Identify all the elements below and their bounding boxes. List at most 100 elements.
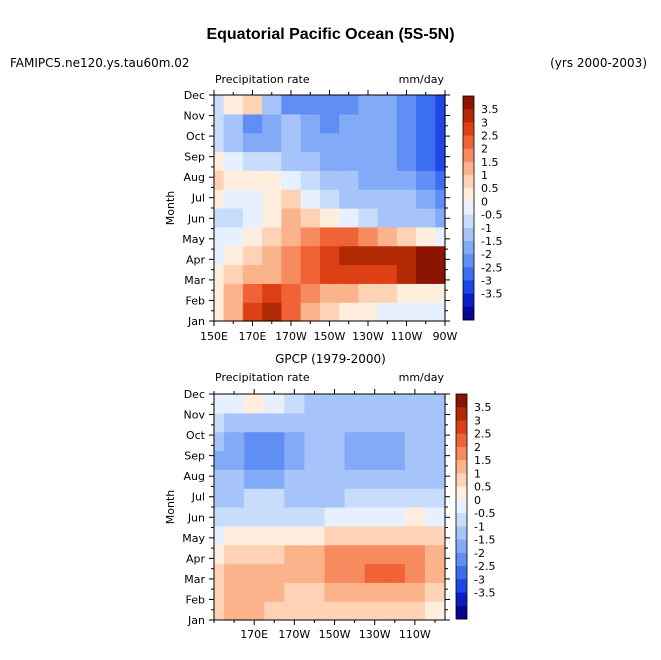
heatmap-cell	[223, 283, 244, 303]
colorbar-tick-label: -1.5	[481, 235, 502, 248]
heatmap-cell	[300, 302, 321, 322]
heatmap-cell	[214, 283, 225, 303]
colorbar-tick-label: 1	[481, 169, 488, 182]
heatmap-cell	[214, 469, 225, 489]
colorbar-tick-label: -3	[481, 274, 492, 287]
colorbar-swatch	[456, 513, 467, 527]
colorbar: 3.532.521.510.50-0.5-1-1.5-2-2.5-3-3.5	[455, 393, 495, 620]
chart-title: Equatorial Pacific Ocean (5S-5N)	[206, 26, 455, 43]
heatmap-cell	[404, 601, 426, 621]
heatmap-cell	[396, 95, 417, 115]
heatmap-cell	[344, 488, 366, 508]
heatmap-cell	[416, 302, 436, 322]
heatmap-cell	[284, 601, 305, 621]
heatmap-cell	[435, 95, 446, 115]
month-tick-label: Mar	[184, 573, 205, 586]
heatmap-cell	[396, 170, 417, 190]
heatmap-cell	[281, 151, 302, 171]
colorbar-swatch	[463, 201, 474, 215]
heatmap-cell	[242, 113, 263, 134]
colorbar-tick-label: 2	[474, 441, 481, 454]
month-tick-label: Feb	[186, 294, 205, 307]
month-tick-label: Sep	[184, 450, 205, 463]
heatmap-cell	[339, 226, 359, 247]
heatmap-cell	[435, 302, 446, 322]
heatmap-cell	[439, 563, 446, 583]
heatmap-cell	[242, 189, 263, 209]
heatmap-cell	[324, 412, 346, 433]
heatmap-cell	[284, 525, 305, 546]
colorbar-tick-label: 3.5	[474, 401, 492, 414]
heatmap-cell	[300, 151, 321, 171]
heatmap-cell	[224, 507, 245, 527]
lon-tick-label: 130W	[359, 628, 391, 641]
heatmap-cell	[439, 601, 446, 621]
heatmap-cell	[396, 245, 417, 266]
heatmap-cell	[244, 394, 265, 414]
month-tick-label: Apr	[186, 552, 206, 565]
heatmap-cell	[304, 525, 326, 546]
heatmap-cell	[358, 95, 379, 115]
heatmap-cell	[324, 488, 346, 508]
heatmap-cell	[319, 132, 340, 153]
colorbar-swatch	[456, 420, 467, 435]
heatmap-cell	[244, 488, 265, 508]
colorbar-tick-label: 0	[474, 494, 481, 507]
heatmap-cell	[304, 601, 326, 621]
heatmap-cell	[214, 450, 225, 470]
heatmap-panel-observations: Precipitation rate mm/day Jan Feb Mar Apr May J…	[164, 371, 495, 641]
colorbar-tick-label: -2.5	[474, 560, 495, 573]
heatmap-cell	[319, 95, 340, 115]
heatmap-cell	[364, 450, 386, 470]
heatmap-cell	[223, 208, 244, 228]
heatmap-cell	[284, 412, 305, 433]
heatmap-cell	[319, 113, 340, 134]
colorbar-swatch	[456, 579, 467, 593]
colorbar-tick-label: 3	[474, 414, 481, 427]
heatmap-cell	[377, 226, 398, 247]
heatmap-cell	[214, 302, 225, 322]
heatmap-cell	[396, 189, 417, 209]
colorbar-tick-label: 2.5	[481, 130, 499, 143]
heatmap-cell	[396, 283, 417, 303]
heatmap-cell	[262, 151, 282, 171]
heatmap-cell	[344, 544, 366, 565]
colorbar-swatch	[456, 486, 467, 501]
colorbar-tick-label: -0.5	[481, 209, 502, 222]
heatmap-cell	[242, 302, 263, 322]
heatmap-cell	[319, 208, 340, 228]
heatmap-cell	[416, 95, 436, 115]
heatmap-cell	[344, 507, 366, 527]
heatmap-cell	[404, 582, 426, 602]
heatmap-cell	[319, 226, 340, 247]
heatmap-cell	[284, 469, 305, 489]
heatmap-cell	[242, 245, 263, 266]
heatmap-cell	[242, 283, 263, 303]
heatmap-cell	[404, 507, 426, 527]
heatmap-cell	[384, 507, 406, 527]
heatmap-cell	[364, 469, 386, 489]
heatmap-cell	[424, 450, 441, 470]
heatmap-cell	[264, 488, 285, 508]
colorbar-swatch	[463, 214, 474, 229]
heatmap-cell	[224, 525, 245, 546]
heatmap-cell	[223, 95, 244, 115]
heatmap-cell	[424, 601, 441, 621]
precip-label: Precipitation rate	[215, 371, 310, 384]
heatmap-cell	[214, 582, 225, 602]
heatmap-cell	[319, 264, 340, 284]
heatmap-cell	[344, 431, 366, 452]
colorbar-swatch	[456, 526, 467, 540]
heatmap-cell	[339, 170, 359, 190]
heatmap-cell	[319, 151, 340, 171]
colorbar-swatch	[463, 148, 474, 163]
heatmap-cell	[424, 563, 441, 583]
heatmap-cell	[364, 563, 386, 583]
heatmap-cell	[264, 394, 285, 414]
colorbar-tick-label: -1	[474, 520, 485, 533]
colorbar-swatch	[456, 499, 467, 514]
heatmap-cell	[439, 488, 446, 508]
heatmap-cell	[339, 283, 359, 303]
heatmap-cell	[339, 132, 359, 153]
heatmap-cell	[424, 582, 441, 602]
